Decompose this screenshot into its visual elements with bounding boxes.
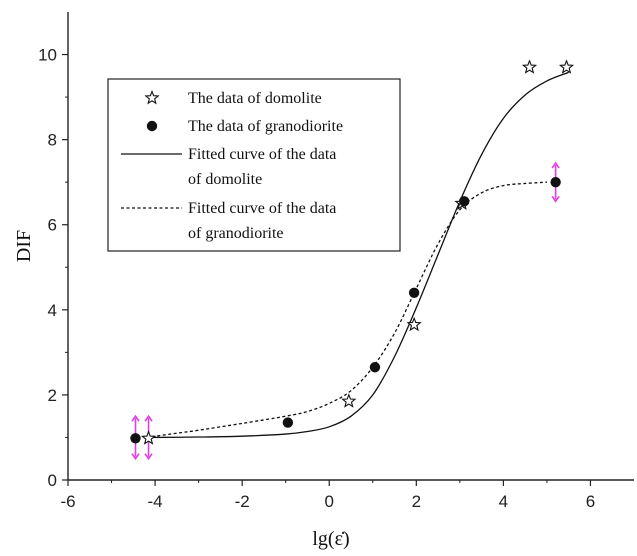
y-tick-label: 0 [48, 471, 57, 490]
axes: -6 -4 -2 0 2 4 6 0 2 4 6 8 10 [38, 12, 634, 511]
x-axis-title: lg(ε̇) [312, 528, 349, 550]
y-tick-label: 4 [48, 301, 57, 320]
legend-entry: Fitted curve of the data of domolite [121, 146, 336, 188]
domolite-data-point [521, 59, 538, 74]
legend: The data of domolite The data of granodio… [107, 78, 401, 252]
data-points [130, 59, 575, 445]
domolite-fitted-curve [150, 71, 569, 439]
legend-label: The data of granodiorite [188, 118, 343, 135]
x-tick-label: 2 [412, 492, 421, 511]
granodiorite-data-point [550, 176, 561, 188]
legend-label: Fitted curve of the data [188, 200, 336, 217]
x-tick-label: -4 [148, 492, 163, 511]
y-tick-label: 2 [48, 386, 57, 405]
domolite-data-point [140, 430, 157, 445]
legend-label: The data of domolite [188, 90, 322, 107]
legend-circle-icon [146, 120, 158, 132]
y-axis-title: DIF [13, 230, 35, 262]
legend-entry: The data of domolite [144, 89, 322, 107]
legend-label: of domolite [188, 171, 262, 188]
granodiorite-data-point [369, 362, 381, 373]
x-tick-label: 4 [499, 492, 508, 511]
x-tick-label: 0 [324, 492, 333, 511]
granodiorite-data-point [130, 433, 141, 444]
legend-label: of granodiorite [188, 225, 284, 242]
y-tick-label: 6 [48, 216, 57, 235]
granodiorite-data-point [459, 196, 470, 207]
x-tick-label: 6 [586, 492, 595, 511]
legend-label: Fitted curve of the data [188, 146, 336, 163]
domolite-data-point [406, 316, 422, 332]
x-tick-label: -6 [60, 492, 75, 511]
y-tick-label: 8 [48, 131, 57, 150]
granodiorite-data-point [282, 417, 294, 428]
legend-entry: Fitted curve of the data of granodiorite [121, 200, 336, 242]
legend-star-icon [144, 89, 160, 105]
domolite-data-point [558, 59, 575, 74]
legend-entry: The data of granodiorite [146, 118, 343, 135]
y-tick-label: 10 [38, 46, 57, 65]
x-tick-label: -2 [235, 492, 250, 511]
domolite-data-point [341, 393, 357, 408]
granodiorite-data-point [408, 287, 420, 298]
legend-box [107, 78, 401, 252]
